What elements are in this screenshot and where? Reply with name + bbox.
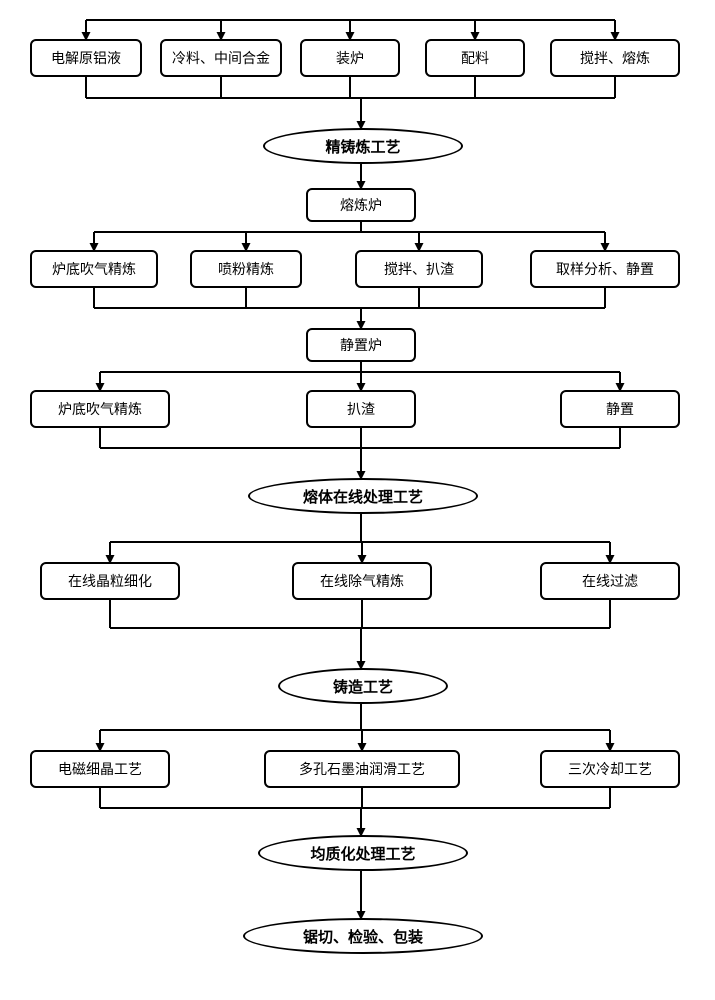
node-r5a: 电磁细晶工艺 xyxy=(30,750,170,788)
node-r2b: 喷粉精炼 xyxy=(190,250,302,288)
node-hold: 静置炉 xyxy=(306,328,416,362)
node-r4c: 在线过滤 xyxy=(540,562,680,600)
node-r2d: 取样分析、静置 xyxy=(530,250,680,288)
node-r1d: 配料 xyxy=(425,39,525,77)
node-r1c: 装炉 xyxy=(300,39,400,77)
node-r5b: 多孔石墨油润滑工艺 xyxy=(264,750,460,788)
node-r1a: 电解原铝液 xyxy=(30,39,142,77)
node-r4a: 在线晶粒细化 xyxy=(40,562,180,600)
node-r2c: 搅拌、扒渣 xyxy=(355,250,483,288)
node-r3b: 扒渣 xyxy=(306,390,416,428)
node-e2: 熔体在线处理工艺 xyxy=(248,478,478,514)
node-e1: 精铸炼工艺 xyxy=(263,128,463,164)
node-r1b: 冷料、中间合金 xyxy=(160,39,282,77)
node-r2a: 炉底吹气精炼 xyxy=(30,250,158,288)
node-e4: 均质化处理工艺 xyxy=(258,835,468,871)
node-melt: 熔炼炉 xyxy=(306,188,416,222)
node-e3: 铸造工艺 xyxy=(278,668,448,704)
node-r4b: 在线除气精炼 xyxy=(292,562,432,600)
node-r3a: 炉底吹气精炼 xyxy=(30,390,170,428)
node-r5c: 三次冷却工艺 xyxy=(540,750,680,788)
node-e5: 锯切、检验、包装 xyxy=(243,918,483,954)
node-r3c: 静置 xyxy=(560,390,680,428)
node-r1e: 搅拌、熔炼 xyxy=(550,39,680,77)
